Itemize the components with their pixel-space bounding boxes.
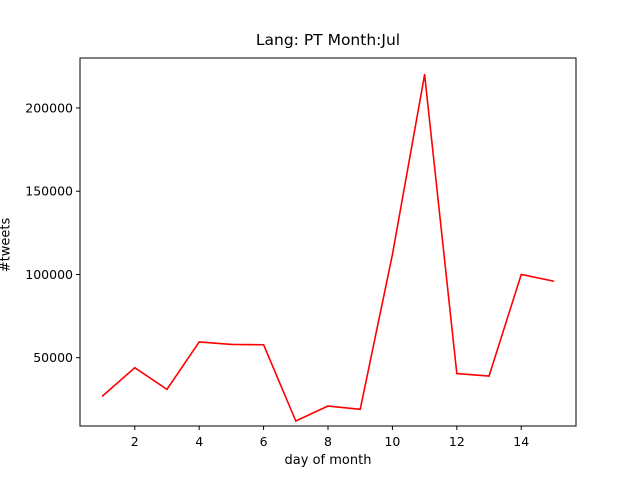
y-tick-label: 50000: [33, 350, 73, 365]
y-tick-label: 200000: [25, 100, 73, 115]
y-tick-label: 100000: [25, 267, 73, 282]
x-tick-label: 8: [324, 434, 332, 449]
data-point: [230, 343, 233, 346]
y-tick-label: 150000: [25, 184, 73, 199]
series-layer: [101, 73, 555, 422]
data-point: [488, 375, 490, 377]
data-point: [520, 273, 523, 276]
plot-area-frame: [79, 57, 577, 427]
data-point: [262, 343, 265, 346]
data-point: [198, 341, 200, 343]
x-tick-label: 2: [131, 434, 139, 449]
data-point: [423, 73, 426, 76]
x-axis: 2 4 6 8 10 12 14: [131, 426, 529, 449]
data-point: [552, 280, 555, 282]
y-axis: 50000 100000 150000 200000: [25, 100, 80, 365]
series-line: [102, 73, 554, 422]
data-point: [133, 366, 136, 369]
x-tick-label: 10: [384, 434, 400, 449]
chart-title: Lang: PT Month:Jul: [255, 31, 401, 49]
data-point: [327, 405, 329, 407]
x-tick-label: 12: [449, 434, 465, 449]
data-point: [456, 372, 458, 375]
x-tick-label: 6: [260, 434, 268, 449]
y-axis-label: #tweets: [0, 217, 14, 273]
x-tick-label: 4: [195, 434, 203, 449]
x-tick-label: 14: [513, 434, 529, 449]
data-point: [166, 388, 168, 391]
data-point: [391, 253, 394, 256]
data-point: [294, 420, 297, 422]
data-point: [359, 408, 362, 411]
x-axis-label: day of month: [284, 453, 372, 468]
data-point: [101, 395, 104, 397]
